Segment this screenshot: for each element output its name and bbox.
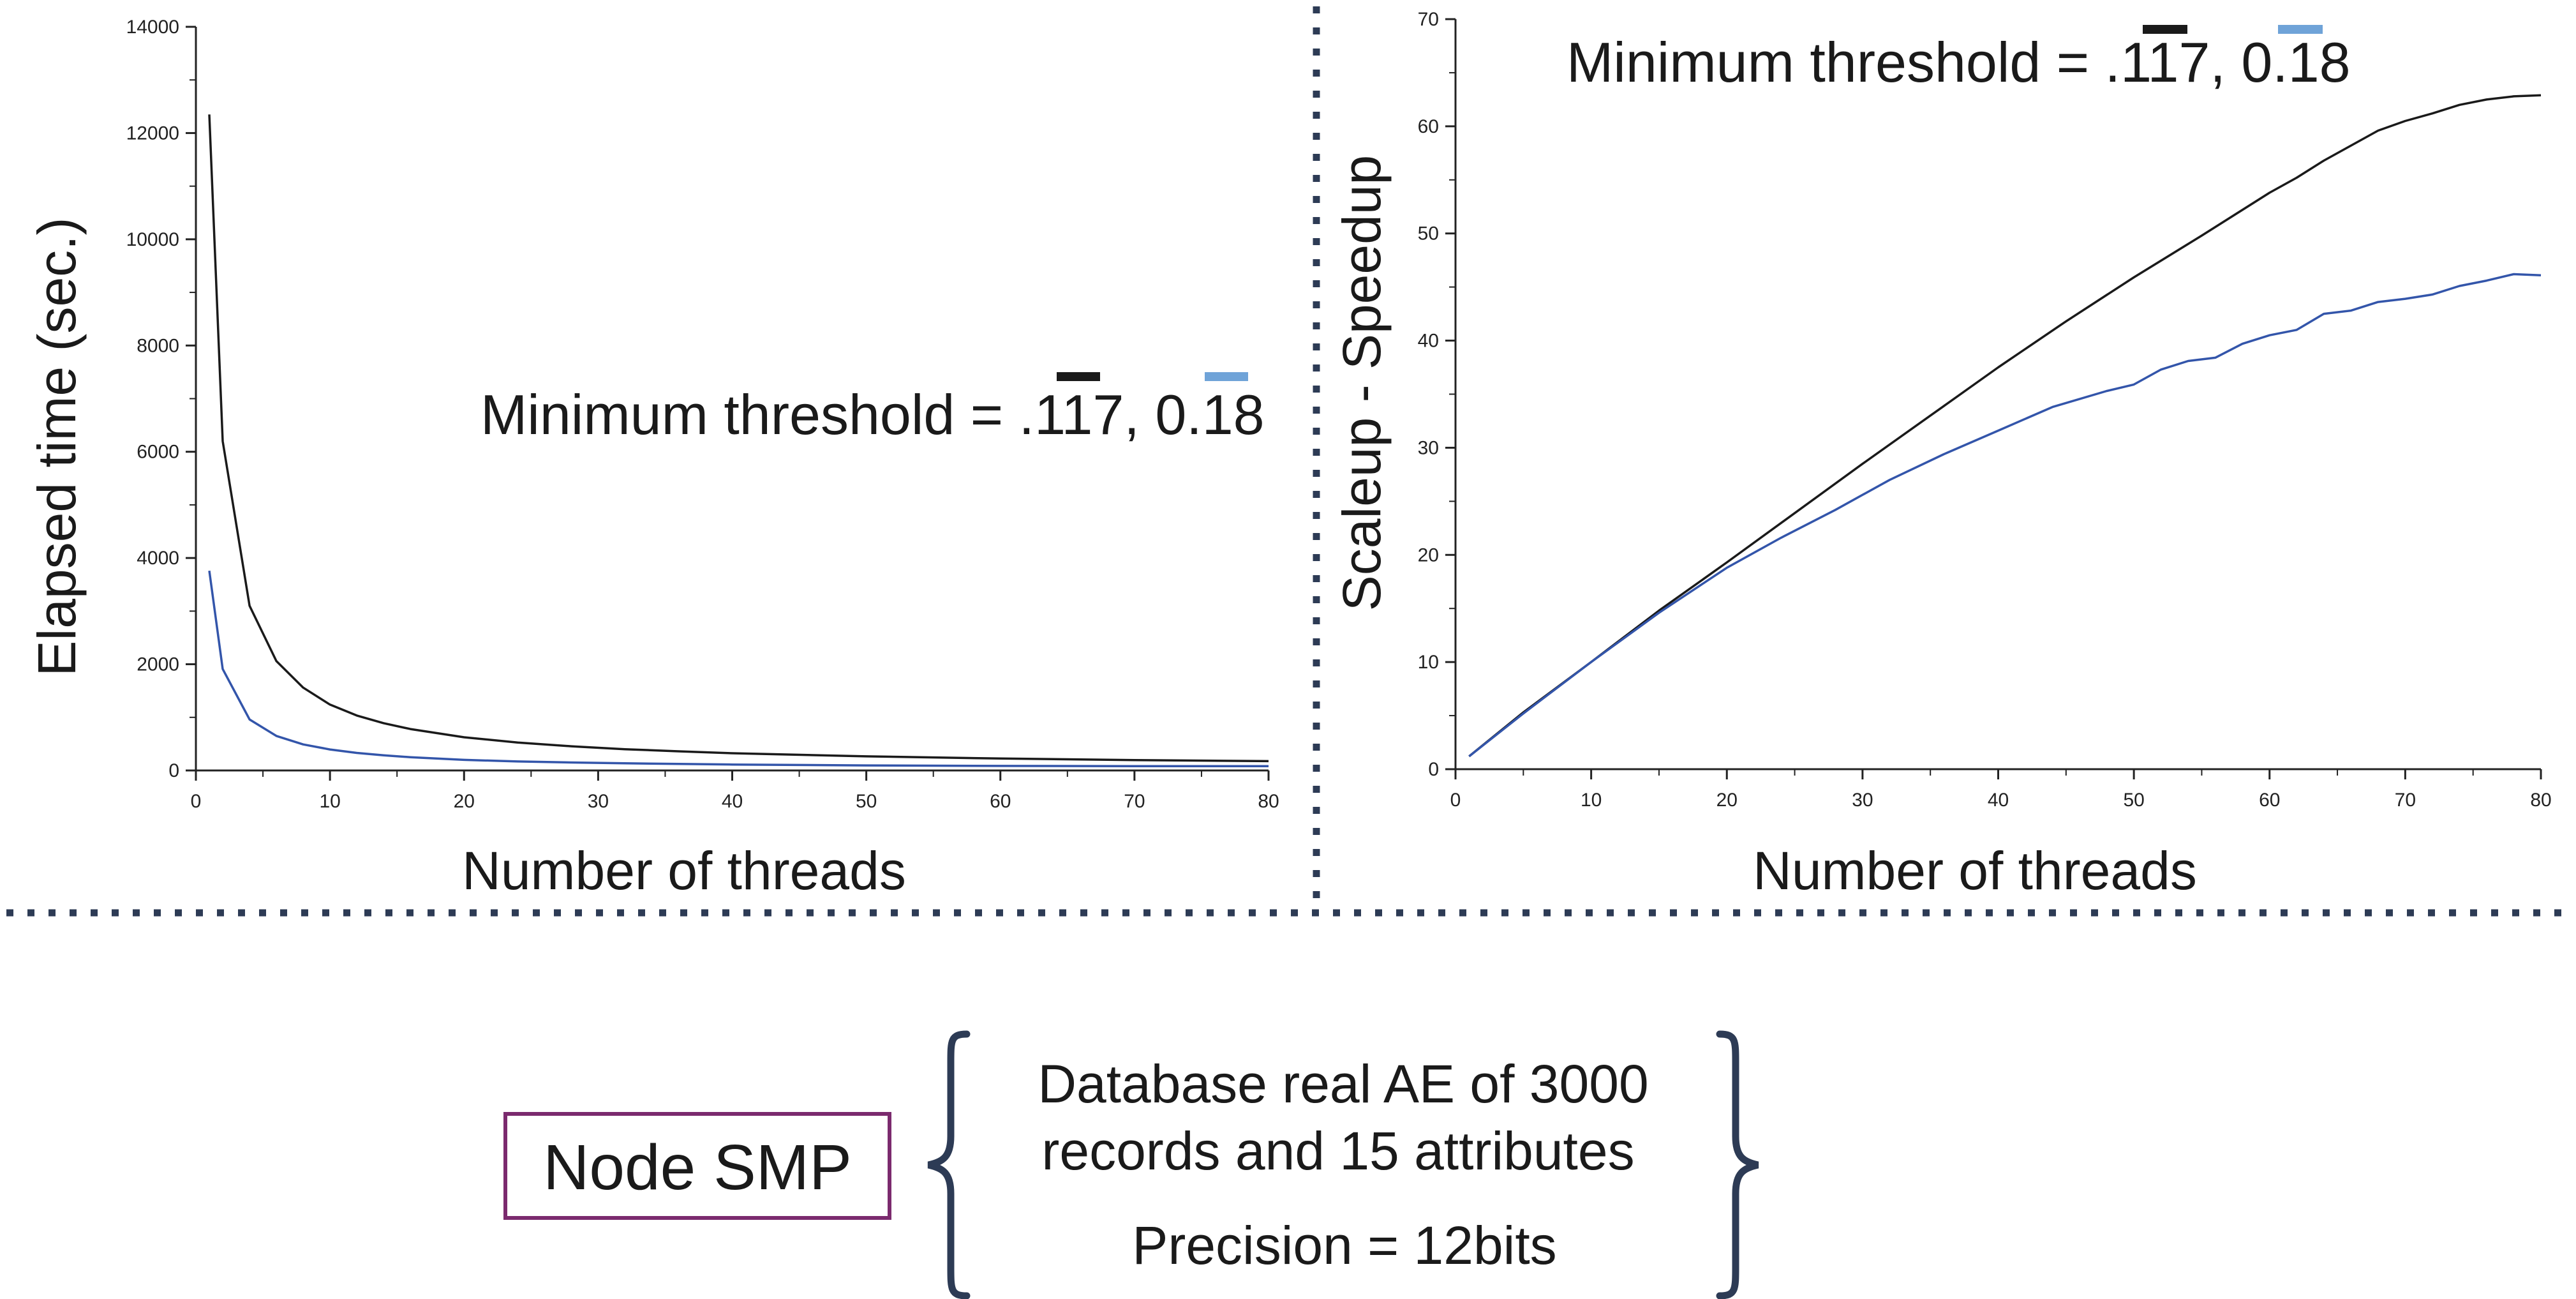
y-axis: 0 2000 4000 6000 8000 10000 12000 14000 [126,17,197,781]
threshold-annotation: Minimum threshold = .117, 0.18 [480,383,1265,446]
node-info-section: Node SMP Database real AE of 3000 record… [503,1030,1759,1299]
x-tick-label: 40 [1988,790,2009,811]
left-brace [927,1030,971,1299]
annotation-middle: 17, 0. [2148,31,2288,94]
annotation-overlined-digit-1: 1 [1034,383,1063,446]
threshold-annotation: Minimum threshold = .117, 0.18 [1567,31,2351,94]
y-tick-label: 70 [1418,9,1439,30]
annotation-suffix: 8 [2319,31,2351,94]
y-tick-label: 20 [1418,544,1439,566]
y-tick-label: 60 [1418,116,1439,137]
x-tick-label: 10 [319,791,340,812]
x-axis: 0 10 20 30 40 50 60 70 80 [1450,768,2552,811]
y-tick-label: 50 [1418,223,1439,244]
y-tick-label: 12000 [126,123,179,144]
info-line-database: Database real AE of 3000 [1038,1054,1648,1114]
annotation-overlined-digit-2: 1 [2288,31,2319,94]
y-axis: 0 10 20 30 40 50 60 70 [1418,9,1457,780]
y-tick-label: 14000 [126,17,179,38]
x-axis-title: Number of threads [462,841,906,901]
y-tick-label: 10000 [126,229,179,250]
y-axis-title: Elapsed time (sec.) [27,218,87,677]
info-line-records: records and 15 attributes [1041,1121,1634,1181]
annotation-suffix: 8 [1233,383,1265,446]
y-axis-title: Scaleup - Speedup [1332,155,1392,612]
annotation-overlined-digit-1: 1 [2120,31,2149,94]
x-tick-label: 80 [1258,791,1279,812]
x-tick-label: 0 [1450,790,1461,811]
y-tick-label: 4000 [137,548,179,569]
y-tick-label: 0 [168,760,179,781]
x-tick-label: 60 [2259,790,2280,811]
y-tick-label: 10 [1418,652,1439,673]
x-tick-label: 80 [2530,790,2551,811]
annotation-middle: 17, 0. [1062,383,1202,446]
x-tick-label: 70 [2395,790,2416,811]
x-tick-label: 10 [1581,790,1602,811]
series-lines [1468,94,2542,758]
x-axis-title: Number of threads [1753,841,2197,901]
x-tick-label: 60 [990,791,1011,812]
black-series-line [1468,94,2542,758]
y-tick-label: 0 [1428,759,1439,780]
blue-series-line [1468,273,2542,758]
x-tick-label: 30 [588,791,609,812]
node-label-box [503,1112,891,1220]
annotation-prefix: Minimum threshold = . [1567,31,2120,94]
x-tick-label: 50 [2123,790,2144,811]
y-tick-label: 6000 [137,442,179,463]
x-axis: 0 10 20 30 40 50 60 70 80 [191,769,1279,812]
black-overline-marker [2143,25,2187,34]
y-tick-label: 40 [1418,331,1439,352]
series-lines [208,114,1269,768]
blue-overline-marker [1205,372,1248,381]
x-tick-label: 40 [722,791,743,812]
x-tick-label: 30 [1852,790,1873,811]
y-tick-label: 30 [1418,437,1439,458]
x-tick-label: 0 [191,791,202,812]
x-tick-label: 50 [856,791,877,812]
elapsed-time-chart: 0 2000 4000 6000 8000 10000 12000 14000 0 10 20 30… [27,17,1279,901]
annotation-overlined-digit-2: 1 [1202,383,1233,446]
black-overline-marker [1057,372,1100,381]
x-tick-label: 70 [1124,791,1145,812]
x-tick-label: 20 [454,791,475,812]
x-tick-label: 20 [1716,790,1738,811]
node-label: Node SMP [543,1132,852,1203]
info-line-precision: Precision = 12bits [1132,1215,1556,1275]
y-tick-label: 2000 [137,654,179,675]
scaleup-speedup-chart: 0 10 20 30 40 50 60 70 0 10 20 30 40 50 60 70 80 Scaleu… [1332,9,2552,901]
blue-overline-marker [2278,25,2323,34]
right-brace [1716,1030,1759,1299]
black-series-line [208,114,1269,763]
y-tick-label: 8000 [137,335,179,356]
blue-series-line [208,570,1269,768]
annotation-prefix: Minimum threshold = . [480,383,1034,446]
